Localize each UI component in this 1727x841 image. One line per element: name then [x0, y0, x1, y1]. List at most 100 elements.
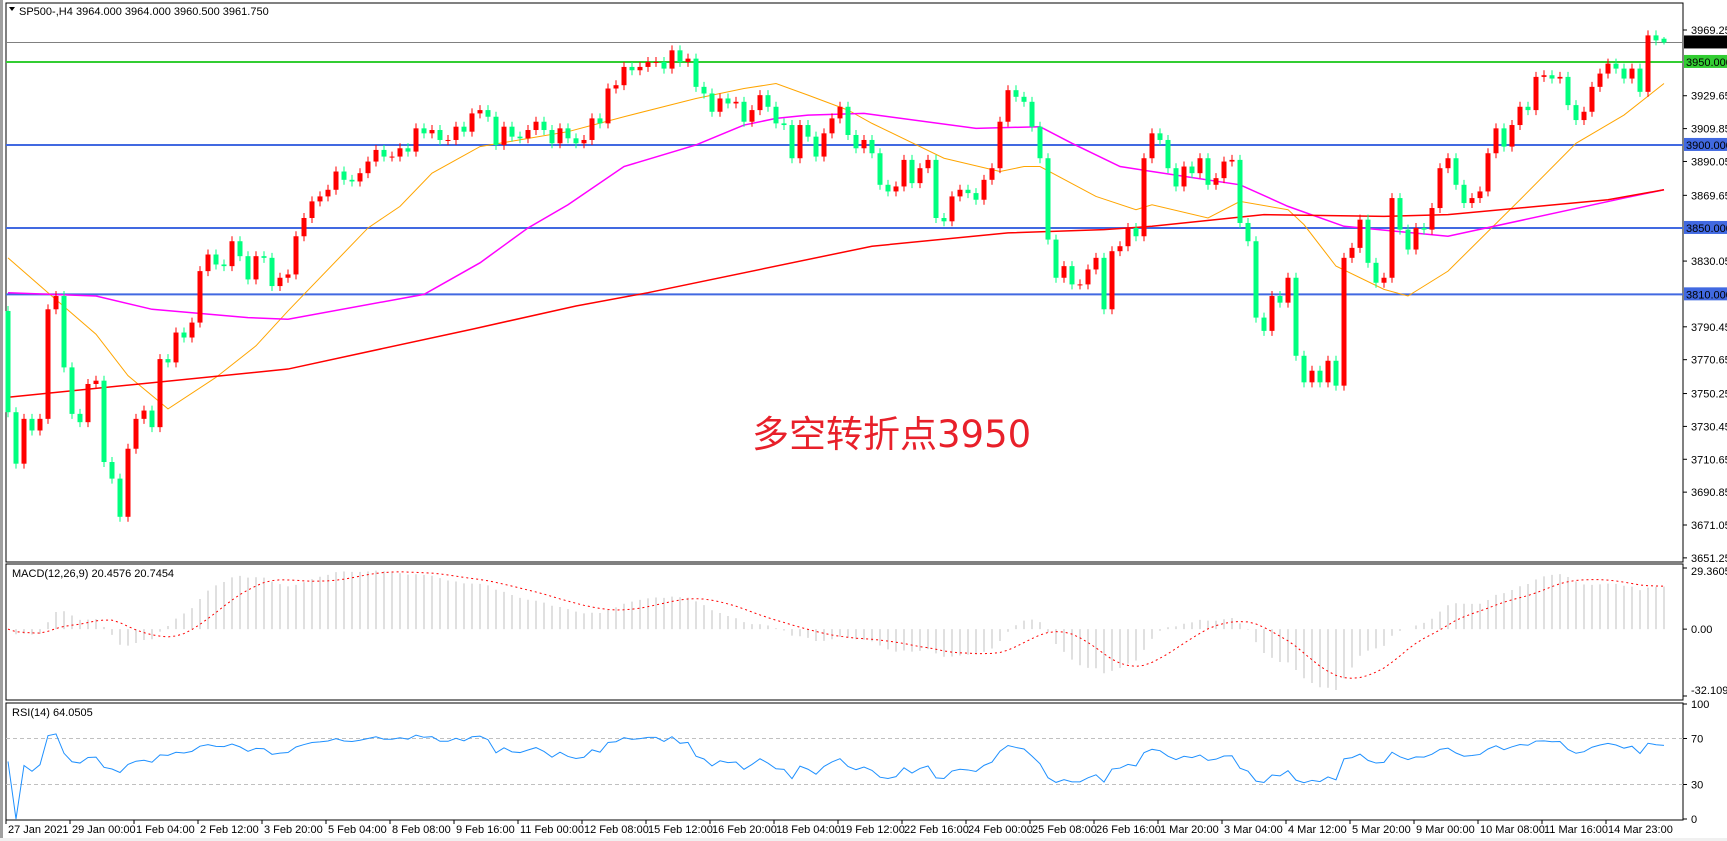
bearish-candle[interactable]	[1365, 219, 1371, 263]
bullish-candle[interactable]	[1517, 106, 1523, 126]
bearish-candle[interactable]	[877, 153, 883, 185]
bullish-candle[interactable]	[1605, 63, 1611, 74]
macd-panel[interactable]	[5, 563, 1684, 701]
bullish-candle[interactable]	[325, 189, 331, 197]
bullish-candle[interactable]	[1389, 198, 1395, 278]
bearish-candle[interactable]	[741, 101, 747, 122]
bullish-candle[interactable]	[589, 118, 595, 140]
bullish-candle[interactable]	[525, 130, 531, 139]
bullish-candle[interactable]	[1557, 76, 1563, 79]
bullish-candle[interactable]	[1269, 296, 1275, 331]
bullish-candle[interactable]	[301, 217, 307, 237]
bullish-candle[interactable]	[93, 380, 99, 384]
bullish-candle[interactable]	[253, 256, 259, 280]
bearish-candle[interactable]	[1189, 166, 1195, 174]
bullish-candle[interactable]	[1005, 90, 1011, 122]
bearish-candle[interactable]	[573, 138, 579, 144]
bullish-candle[interactable]	[1325, 360, 1331, 383]
bullish-candle[interactable]	[557, 128, 563, 144]
rsi-panel[interactable]	[5, 702, 1684, 821]
bullish-candle[interactable]	[1597, 73, 1603, 87]
bullish-candle[interactable]	[981, 179, 987, 200]
bearish-candle[interactable]	[1637, 68, 1643, 92]
bearish-candle[interactable]	[61, 296, 67, 368]
bearish-candle[interactable]	[245, 256, 251, 280]
bearish-candle[interactable]	[1621, 68, 1627, 79]
bearish-candle[interactable]	[421, 128, 427, 134]
bullish-candle[interactable]	[797, 125, 803, 159]
bearish-candle[interactable]	[437, 130, 443, 140]
bullish-candle[interactable]	[653, 61, 659, 63]
bullish-candle[interactable]	[621, 66, 627, 86]
bearish-candle[interactable]	[517, 136, 523, 139]
bearish-candle[interactable]	[1613, 63, 1619, 69]
bullish-candle[interactable]	[1085, 269, 1091, 285]
bearish-candle[interactable]	[13, 412, 19, 464]
bullish-candle[interactable]	[501, 126, 507, 145]
bullish-candle[interactable]	[669, 50, 675, 69]
bearish-candle[interactable]	[117, 478, 123, 517]
bullish-candle[interactable]	[1429, 208, 1435, 230]
bearish-candle[interactable]	[341, 171, 347, 180]
bearish-candle[interactable]	[885, 184, 891, 192]
bearish-candle[interactable]	[1157, 133, 1163, 140]
bullish-candle[interactable]	[1493, 128, 1499, 154]
bearish-candle[interactable]	[1277, 296, 1283, 303]
bullish-candle[interactable]	[133, 418, 139, 449]
bearish-candle[interactable]	[933, 159, 939, 218]
bullish-candle[interactable]	[1285, 277, 1291, 303]
bullish-candle[interactable]	[413, 128, 419, 152]
bullish-candle[interactable]	[157, 359, 163, 428]
bullish-candle[interactable]	[893, 186, 899, 192]
bearish-candle[interactable]	[1565, 76, 1571, 106]
bearish-candle[interactable]	[965, 189, 971, 194]
bullish-candle[interactable]	[1149, 133, 1155, 159]
bullish-candle[interactable]	[1541, 75, 1547, 77]
bullish-candle[interactable]	[469, 113, 475, 132]
bearish-candle[interactable]	[805, 125, 811, 137]
bullish-candle[interactable]	[757, 95, 763, 111]
main-panel[interactable]	[5, 2, 1684, 563]
bullish-candle[interactable]	[1509, 125, 1515, 147]
bearish-candle[interactable]	[1405, 229, 1411, 250]
bullish-candle[interactable]	[917, 168, 923, 184]
bearish-candle[interactable]	[765, 95, 771, 107]
bearish-candle[interactable]	[781, 123, 787, 126]
bearish-candle[interactable]	[845, 106, 851, 135]
bullish-candle[interactable]	[21, 418, 27, 464]
bullish-candle[interactable]	[141, 410, 147, 419]
bullish-candle[interactable]	[1181, 166, 1187, 187]
bullish-candle[interactable]	[477, 110, 483, 114]
bearish-candle[interactable]	[541, 121, 547, 131]
bearish-candle[interactable]	[237, 241, 243, 257]
triangle-down-icon[interactable]	[9, 7, 15, 11]
bearish-candle[interactable]	[565, 128, 571, 139]
bullish-candle[interactable]	[749, 110, 755, 122]
bullish-candle[interactable]	[861, 139, 867, 149]
bearish-candle[interactable]	[1301, 355, 1307, 383]
bullish-candle[interactable]	[1381, 277, 1387, 283]
bearish-candle[interactable]	[1661, 38, 1667, 43]
bullish-candle[interactable]	[949, 196, 955, 222]
bearish-candle[interactable]	[181, 332, 187, 338]
bearish-candle[interactable]	[1525, 106, 1531, 111]
bearish-candle[interactable]	[597, 118, 603, 124]
bearish-candle[interactable]	[1293, 277, 1299, 356]
bullish-candle[interactable]	[957, 189, 963, 197]
bullish-candle[interactable]	[37, 418, 43, 431]
bearish-candle[interactable]	[701, 86, 707, 94]
bullish-candle[interactable]	[45, 309, 51, 419]
bearish-candle[interactable]	[109, 462, 115, 479]
bullish-candle[interactable]	[1589, 86, 1595, 112]
bullish-candle[interactable]	[1077, 284, 1083, 286]
bullish-candle[interactable]	[829, 118, 835, 134]
bullish-candle[interactable]	[1213, 178, 1219, 185]
bearish-candle[interactable]	[405, 148, 411, 152]
bearish-candle[interactable]	[1333, 360, 1339, 386]
bullish-candle[interactable]	[1309, 370, 1315, 383]
bullish-candle[interactable]	[1197, 158, 1203, 174]
bearish-candle[interactable]	[549, 130, 555, 144]
bearish-candle[interactable]	[493, 116, 499, 145]
bullish-candle[interactable]	[1629, 68, 1635, 79]
bearish-candle[interactable]	[261, 256, 267, 258]
